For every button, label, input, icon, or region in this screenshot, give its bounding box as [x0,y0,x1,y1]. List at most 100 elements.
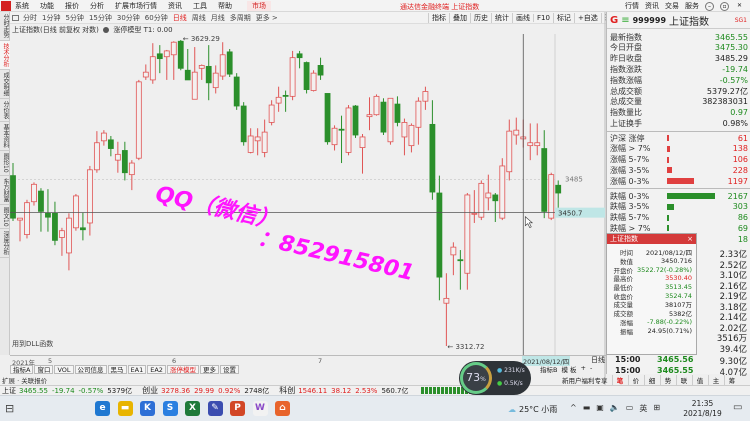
template-tab[interactable]: + [580,364,586,372]
promo-button[interactable]: 细 [643,375,660,385]
indicator-tab[interactable]: 更多 [199,364,219,374]
indicator-tab[interactable]: VOL [54,364,74,374]
promo-button[interactable]: 联 [675,375,692,385]
s-app-icon[interactable]: S [162,401,178,416]
close-icon[interactable]: ✕ [736,1,743,9]
indicator-tab[interactable]: 指标A [10,364,34,374]
app-logo-icon[interactable] [1,0,11,11]
indicator-tab[interactable]: 公司信息 [74,364,107,374]
file-explorer-icon[interactable]: ▬ [117,401,133,416]
indicator-tab[interactable]: EA1 [127,364,147,374]
sidebar-item[interactable]: 深度分析 [0,229,10,259]
tray-network-icon[interactable]: ▣ [596,403,604,412]
layout-toggle-icon[interactable] [12,14,19,21]
menu-item-分析[interactable]: 分析 [90,1,104,10]
toolbar-button[interactable]: 指标 [428,13,449,23]
model-name[interactable]: 涨停模型 [113,26,142,34]
tdx-app-icon[interactable]: W [252,401,268,416]
sidebar-item[interactable]: 基本资料 [0,122,10,151]
extension-label[interactable]: 扩展 [2,377,15,385]
sidebar-item[interactable]: 成交明细 [0,70,10,99]
indicator-tab[interactable]: 窗口 [34,364,54,374]
top-link-服务[interactable]: 服务 [685,2,699,10]
toolbar-button[interactable]: +自选 [573,13,601,23]
weather[interactable]: ☁ 25°C 小雨 [508,404,557,415]
menu-item-帮助[interactable]: 帮助 [218,1,232,10]
sidebar-item[interactable]: 技术分析 [0,41,10,70]
promo-button[interactable]: 笔 [611,375,628,385]
template-tab[interactable]: - [590,364,593,372]
menu-item-功能[interactable]: 功能 [40,1,54,10]
promo-button[interactable]: 势 [659,375,676,385]
period-tab[interactable]: 分时 [23,13,37,22]
sidebar-item[interactable]: 图形10 [0,151,10,176]
top-link-资讯[interactable]: 资讯 [645,2,659,10]
toolbar-button[interactable]: 画线 [512,13,533,23]
menu-item-扩展市场行情[interactable]: 扩展市场行情 [115,1,157,10]
toolbar-button[interactable]: 历史 [470,13,491,23]
excel-icon[interactable]: X [185,401,200,416]
strip-name[interactable]: 上证 [2,386,16,395]
restore-icon[interactable]: ▫ [720,1,729,11]
tray-display-icon[interactable]: ▭ [625,403,634,412]
tooltip-row: 数值 3450.716 [607,257,696,266]
menu-item-工具[interactable]: 工具 [193,1,207,10]
toolbar-button[interactable]: 叠加 [449,13,470,23]
menu-market[interactable]: 市场 [247,0,271,11]
task-view-icon[interactable]: ⊟ [5,402,15,415]
home-app-icon[interactable]: ⌂ [275,401,290,416]
indicator-tab[interactable]: 黑马 [107,364,127,374]
sidebar-item[interactable]: 图文10 [0,205,10,230]
network-monitor-widget[interactable]: 73% ● 231K/s ● 0.5K/s [459,361,531,395]
top-link-行情[interactable]: 行情 [625,2,639,10]
top-link-交易[interactable]: 交易 [665,2,679,10]
powerpoint-icon[interactable]: P [230,401,245,416]
related-quote-link[interactable]: 关联报价 [21,377,48,385]
template-tab[interactable]: 模 板 [561,366,577,374]
sidebar-item[interactable]: 分时走势 [0,12,10,41]
indicator-tab[interactable]: 涨停模型 [166,364,199,374]
menu-item-资讯[interactable]: 资讯 [168,1,182,10]
period-tab[interactable]: 周线 [191,13,206,22]
toolbar-button[interactable]: 统计 [491,13,512,23]
toolbar-button[interactable]: F10 [533,14,553,22]
notification-icon[interactable]: ▭ [733,402,743,413]
period-tab[interactable]: 更多 > [255,13,278,22]
menu-item-系统[interactable]: 系统 [15,1,29,10]
period-tab[interactable]: 1分钟 [42,13,61,22]
strip-name[interactable]: 创业 [142,386,159,395]
period-tab[interactable]: 15分钟 [88,13,112,22]
template-tab[interactable]: 指标B [540,366,558,374]
promo-text[interactable]: 新用户福利专享 [562,377,608,385]
ime-indicator[interactable]: 英 [639,404,648,413]
ime-mode-icon[interactable]: ⊞ [653,403,661,412]
sidebar-item[interactable]: 东方财富 [0,176,10,205]
menu-lines-icon[interactable]: ≡ [621,14,630,26]
strip-name[interactable]: 科创 [279,386,296,395]
period-tab[interactable]: 多周期 [229,13,251,22]
period-tab[interactable]: 日线 [172,13,187,22]
tray-volume-icon[interactable]: 🔈 [609,403,620,412]
edge-icon[interactable]: e [95,401,110,416]
promo-button[interactable]: 价 [627,375,644,385]
period-tab[interactable]: 5分钟 [65,13,84,22]
period-tab[interactable]: 30分钟 [116,13,140,22]
promo-button[interactable]: 筹 [723,375,740,385]
minimize-icon[interactable]: – [705,1,714,11]
tray-chevron-icon[interactable]: ^ [570,403,577,412]
k-app-icon[interactable]: K [140,401,155,416]
tray-battery-icon[interactable]: ▬ [582,403,591,412]
period-tab[interactable]: 月线 [210,13,225,22]
indicator-tab[interactable]: 设置 [219,364,239,374]
toolbar-button[interactable]: 标记 [552,13,574,23]
promo-button[interactable]: 主 [707,375,724,385]
menu-item-报价[interactable]: 报价 [65,1,79,10]
pen-tool-icon[interactable]: ✎ [207,401,223,416]
clock[interactable]: 21:35 2021/8/19 [680,399,725,419]
period-tab[interactable]: 60分钟 [144,13,168,22]
promo-button[interactable]: 值 [691,375,708,385]
tooltip-close-icon[interactable]: × [687,235,693,243]
indicator-tab[interactable]: EA2 [147,364,166,374]
sidebar-item[interactable]: 分价表 [0,99,10,122]
